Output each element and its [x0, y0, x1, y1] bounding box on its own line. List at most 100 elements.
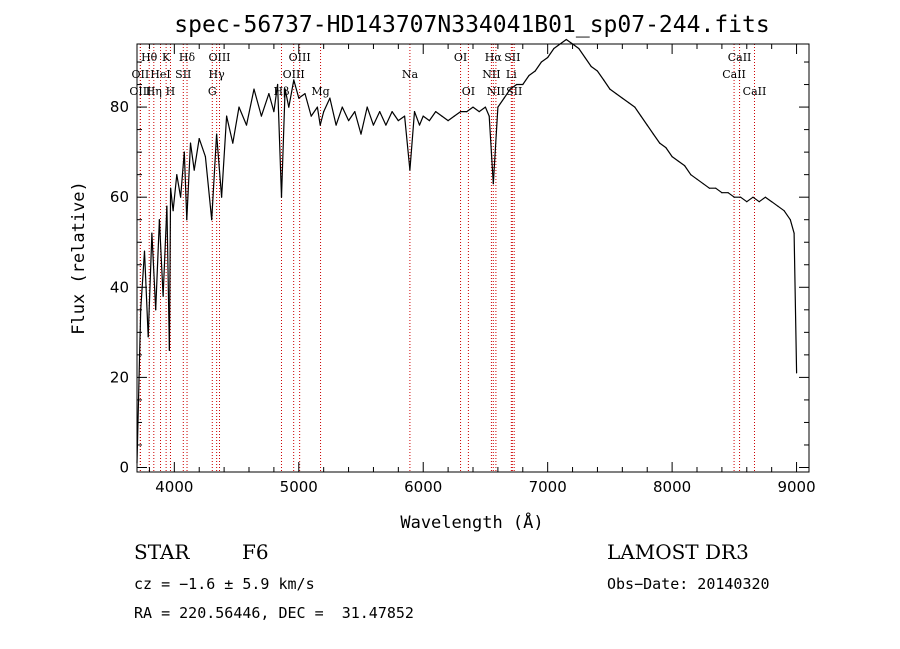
spectrum-segment: [683, 165, 692, 176]
spectrum-segment: [478, 106, 486, 113]
spectrum-segment: [360, 106, 368, 135]
spectrum-segment: [385, 110, 393, 126]
spectrum-segment: [323, 97, 331, 113]
y-tick-label: 0: [119, 458, 129, 476]
line-label: SII: [506, 85, 522, 98]
x-axis-label: Wavelength (Å): [400, 511, 543, 533]
spectrum-segment: [204, 156, 213, 221]
line-label: CaII: [743, 85, 767, 98]
spectrum-segment: [372, 110, 381, 126]
spectrum-segment: [771, 201, 779, 207]
y-tick-label: 40: [110, 278, 129, 296]
spectrum-chart: spec-56737-HD143707N334041B01_sp07-244.f…: [69, 12, 816, 533]
spectrum-segment: [198, 138, 206, 158]
x-tick-label: 6000: [404, 478, 442, 496]
spectrum-segment: [435, 110, 443, 117]
y-tick-label: 80: [110, 98, 129, 116]
emission-line-markers: [139, 44, 755, 472]
spectrum-segment: [488, 115, 494, 185]
spectrum-segment: [484, 106, 490, 117]
line-label: OIII: [289, 51, 311, 64]
spectrum-segment: [715, 187, 723, 194]
spectrum-segment: [596, 70, 605, 81]
spectrum-segment: [335, 106, 343, 126]
spectrum-segment: [764, 196, 773, 203]
object-class: STAR: [134, 540, 190, 564]
spectrum-segment: [553, 43, 561, 50]
spectrum-segment: [140, 250, 146, 311]
spectrum-segment: [232, 106, 240, 144]
spectrum-segment: [492, 106, 499, 185]
line-label: OI: [462, 85, 475, 98]
x-tick-label: 4000: [155, 478, 193, 496]
spectrum-segment: [253, 88, 262, 117]
spectrum-segment: [151, 232, 157, 311]
spectrum-segment: [170, 187, 174, 212]
spectrum-segment: [503, 88, 511, 99]
spectrum-segment: [727, 192, 735, 198]
spectrum-segment: [428, 110, 437, 122]
spectrum-segment: [702, 183, 711, 189]
spectrum-segment: [522, 74, 530, 86]
spectrum-segment: [245, 88, 255, 126]
line-label: SII: [175, 68, 191, 81]
observation-date: Obs−Date: 20140320: [607, 575, 770, 593]
line-label: OI: [454, 51, 467, 64]
y-axis: 0 20 40 60 80: [110, 61, 809, 476]
spectrum-segment: [571, 43, 580, 50]
line-label: Hθ: [141, 51, 158, 64]
object-subclass: F6: [242, 540, 269, 564]
spectrum-segment: [418, 115, 424, 126]
spectrum-segment: [627, 101, 636, 108]
spectrum-segment: [528, 70, 536, 77]
x-tick-label: 9000: [777, 478, 815, 496]
spectrum-segment: [466, 106, 474, 113]
spectrum-segment: [221, 115, 228, 198]
spectrum-segment: [547, 47, 555, 59]
line-label: OIII: [208, 51, 230, 64]
line-label: Hα: [485, 51, 503, 64]
line-label: G: [208, 85, 217, 98]
spectrum-segment: [634, 106, 642, 117]
redshift-velocity: cz = −1.6 ± 5.9 km/s: [134, 575, 315, 593]
spectrum-segment: [793, 232, 798, 374]
spectrum-segment: [260, 92, 270, 117]
spectrum-segment: [216, 133, 223, 198]
line-label: OIII: [283, 68, 305, 81]
spectrum-segment: [509, 83, 518, 90]
spectrum-segment: [238, 106, 248, 126]
line-label: SII: [504, 51, 520, 64]
line-label: Hη: [146, 85, 162, 98]
spectrum-segment: [752, 196, 760, 203]
plot-frame: [136, 43, 810, 473]
line-label: NII: [482, 68, 500, 81]
line-label: CaII: [728, 51, 752, 64]
spectrum-segment: [621, 97, 630, 104]
spectrum-segment: [609, 88, 617, 95]
spectrum-segment: [348, 110, 356, 122]
spectrum-segment: [789, 219, 795, 234]
chart-title: spec-56737-HD143707N334041B01_sp07-244.f…: [174, 12, 769, 38]
line-label: NII: [487, 85, 505, 98]
spectrum-segment: [696, 178, 704, 185]
spectrum-segment: [534, 61, 543, 72]
spectrum-segment: [472, 106, 480, 113]
spectrum-segment: [155, 219, 160, 311]
spectrum-segment: [316, 106, 321, 126]
spectrum-segment: [422, 115, 430, 122]
spectrum-segment: [288, 79, 295, 108]
spectrum-segment: [310, 106, 318, 117]
spectrum-segment: [584, 56, 592, 68]
spectrum-segment: [646, 124, 655, 135]
spectrum-segment: [590, 65, 599, 72]
spectrum-segment: [640, 115, 648, 126]
spectrum-segment: [603, 79, 611, 90]
spectrum-segment: [391, 110, 399, 122]
spectrum-segment: [665, 147, 673, 158]
line-label: Li: [506, 68, 517, 81]
spectrum-segment: [777, 205, 785, 212]
line-label: H: [166, 85, 176, 98]
spectrum-segment: [172, 174, 178, 212]
spectrum-segment: [540, 56, 549, 63]
